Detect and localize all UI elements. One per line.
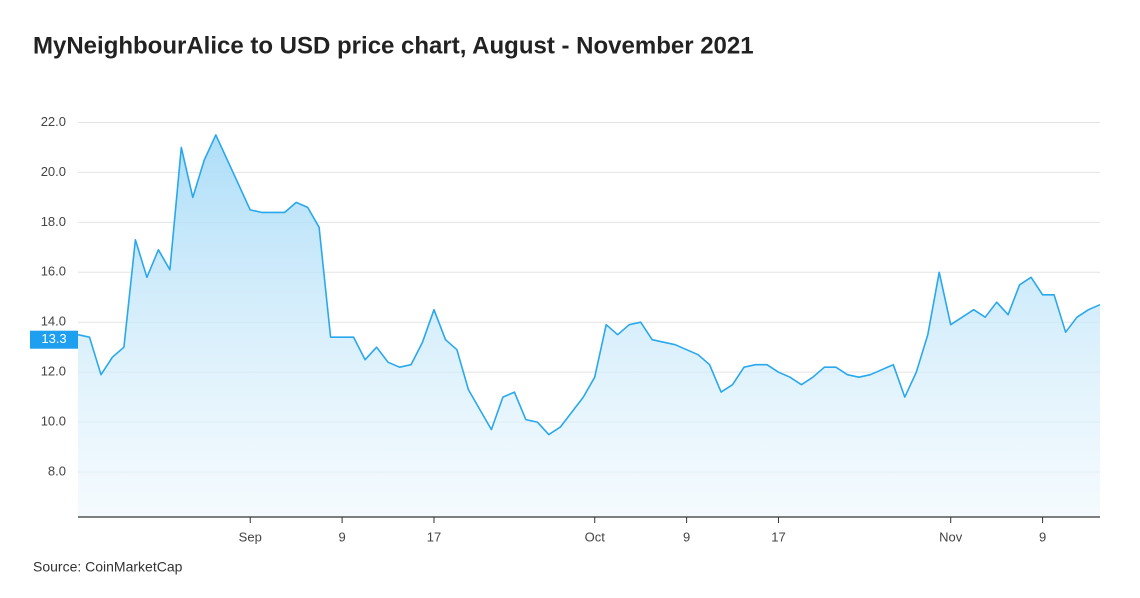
y-tick-label: 18.0: [41, 214, 66, 229]
x-tick-label: 17: [771, 529, 785, 544]
y-tick-label: 20.0: [41, 164, 66, 179]
area-fill: [78, 134, 1100, 517]
x-tick-label: 17: [427, 529, 441, 544]
x-tick-label: 9: [1039, 529, 1046, 544]
x-tick-label: Sep: [239, 529, 262, 544]
x-tick-label: 9: [338, 529, 345, 544]
y-tick-label: 12.0: [41, 364, 66, 379]
x-tick-label: 9: [683, 529, 690, 544]
x-tick-label: Nov: [939, 529, 963, 544]
y-tick-label: 8.0: [48, 463, 66, 478]
chart-title: MyNeighbourAlice to USD price chart, Aug…: [33, 32, 754, 59]
current-price-box: [30, 330, 78, 349]
y-tick-label: 14.0: [41, 314, 66, 329]
current-price-label: 13.3: [41, 331, 66, 346]
y-tick-label: 10.0: [41, 414, 66, 429]
source: Source: CoinMarketCap: [33, 559, 183, 575]
price-line: [77, 134, 1101, 436]
x-tick-label: Oct: [585, 529, 606, 544]
y-tick-label: 22.0: [41, 114, 66, 129]
y-tick-label: 16.0: [41, 264, 66, 279]
